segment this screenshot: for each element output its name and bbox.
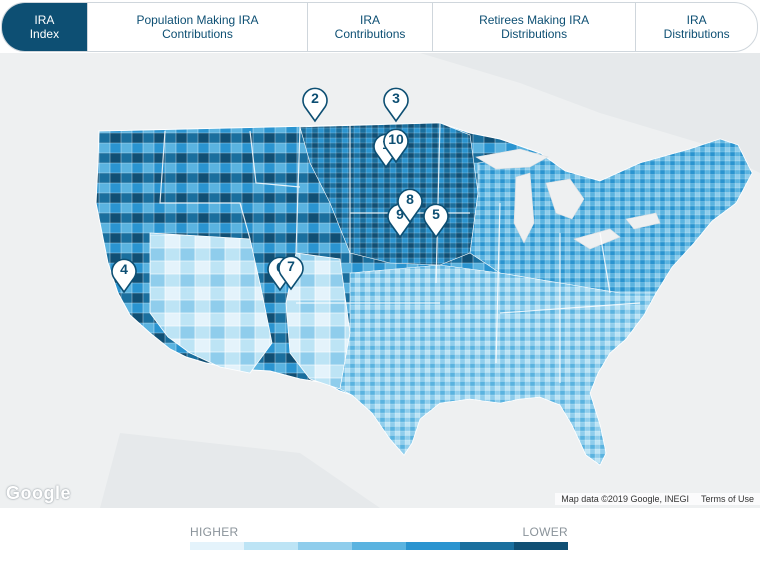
legend-swatch-1: [190, 542, 244, 550]
legend-swatch-2: [244, 542, 298, 550]
map-pin-icon: [397, 188, 423, 224]
map-pin-icon: [383, 87, 409, 123]
ranking-marker-2[interactable]: 2: [301, 85, 329, 123]
map-data-credit: Map data ©2019 Google, INEGI: [561, 494, 689, 504]
metric-tab-bar: IRA Index Population Making IRA Contribu…: [1, 2, 758, 52]
tab-ira-contributions[interactable]: IRA Contributions: [308, 3, 433, 51]
ranking-marker-4[interactable]: 4: [110, 256, 138, 294]
map-pin-icon: [423, 203, 449, 239]
map-pin-icon: [383, 128, 409, 164]
ranking-marker-10[interactable]: 10: [382, 126, 410, 164]
terms-of-use-link[interactable]: Terms of Use: [700, 494, 754, 504]
legend-color-scale: [190, 542, 568, 550]
tab-population-making-ira-contributions[interactable]: Population Making IRA Contributions: [88, 3, 309, 51]
map-legend: HIGHER LOWER: [190, 525, 568, 550]
ranking-marker-8[interactable]: 8: [396, 186, 424, 224]
ranking-marker-3[interactable]: 3: [382, 85, 410, 123]
choropleth-map[interactable]: 2 3 1 10 9 8 5 4 6 7 Google Map data ©20…: [0, 53, 760, 508]
ranking-marker-5[interactable]: 5: [422, 201, 450, 239]
legend-low-label: LOWER: [522, 525, 568, 539]
legend-swatch-6: [460, 542, 514, 550]
legend-swatch-4: [352, 542, 406, 550]
map-pin-icon: [278, 255, 304, 291]
legend-high-label: HIGHER: [190, 525, 239, 539]
ranking-marker-7[interactable]: 7: [277, 253, 305, 291]
map-pin-icon: [111, 258, 137, 294]
legend-swatch-5: [406, 542, 460, 550]
tab-ira-distributions[interactable]: IRA Distributions: [663, 13, 730, 41]
map-attribution: Map data ©2019 Google, INEGI Terms of Us…: [555, 493, 760, 505]
tab-ira-index[interactable]: IRA Index: [2, 3, 88, 51]
google-logo: Google: [6, 483, 71, 503]
tab-retirees-making-ira-distributions[interactable]: Retirees Making IRA Distributions: [433, 3, 637, 51]
map-pin-icon: [302, 87, 328, 123]
legend-swatch-3: [298, 542, 352, 550]
legend-swatch-7: [514, 542, 568, 550]
